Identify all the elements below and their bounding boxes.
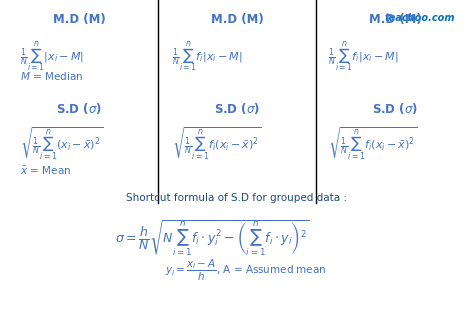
Text: M.D (M): M.D (M) (369, 13, 421, 26)
Text: $y_{i}=\dfrac{x_{i}-A}{h}$, A = Assumed mean: $y_{i}=\dfrac{x_{i}-A}{h}$, A = Assumed … (165, 258, 327, 283)
Text: Shortcut formula of S.D for grouped data :: Shortcut formula of S.D for grouped data… (127, 193, 347, 203)
Text: teachoo.com: teachoo.com (384, 13, 455, 23)
Text: M.D (M): M.D (M) (53, 13, 105, 26)
Text: S.D ($\sigma$): S.D ($\sigma$) (372, 101, 418, 116)
Text: $\frac{1}{N}\sum_{i=1}^{n}|x_{i}-M|$: $\frac{1}{N}\sum_{i=1}^{n}|x_{i}-M|$ (20, 39, 84, 74)
Text: $\sigma = \dfrac{h}{N}\sqrt{N\sum_{i=1}^{n}f_{i}\cdot y_{i}^{2}-\left(\sum_{i=1}: $\sigma = \dfrac{h}{N}\sqrt{N\sum_{i=1}^… (115, 218, 310, 257)
Text: M.D (M): M.D (M) (210, 13, 264, 26)
Text: S.D ($\sigma$): S.D ($\sigma$) (214, 101, 260, 116)
Text: $\sqrt{\frac{1}{N}\sum_{i=1}^{n}f_{i}(x_{i}-\bar{x})^{2}}$: $\sqrt{\frac{1}{N}\sum_{i=1}^{n}f_{i}(x_… (328, 125, 418, 162)
Text: S.D ($\sigma$): S.D ($\sigma$) (56, 101, 102, 116)
Text: $\frac{1}{N}\sum_{i=1}^{n}f_{i}|x_{i}-M|$: $\frac{1}{N}\sum_{i=1}^{n}f_{i}|x_{i}-M|… (172, 39, 243, 74)
Text: $\frac{1}{N}\sum_{i=1}^{n}f_{i}|x_{i}-M|$: $\frac{1}{N}\sum_{i=1}^{n}f_{i}|x_{i}-M|… (328, 39, 399, 74)
Text: $\bar{x}$ = Mean: $\bar{x}$ = Mean (20, 165, 71, 177)
Text: $\sqrt{\frac{1}{N}\sum_{i=1}^{n}(x_{i}-\bar{x})^{2}}$: $\sqrt{\frac{1}{N}\sum_{i=1}^{n}(x_{i}-\… (20, 125, 103, 162)
Text: $\sqrt{\frac{1}{N}\sum_{i=1}^{n}f_{i}(x_{i}-\bar{x})^{2}}$: $\sqrt{\frac{1}{N}\sum_{i=1}^{n}f_{i}(x_… (172, 125, 261, 162)
Text: $M$ = Median: $M$ = Median (20, 70, 83, 82)
